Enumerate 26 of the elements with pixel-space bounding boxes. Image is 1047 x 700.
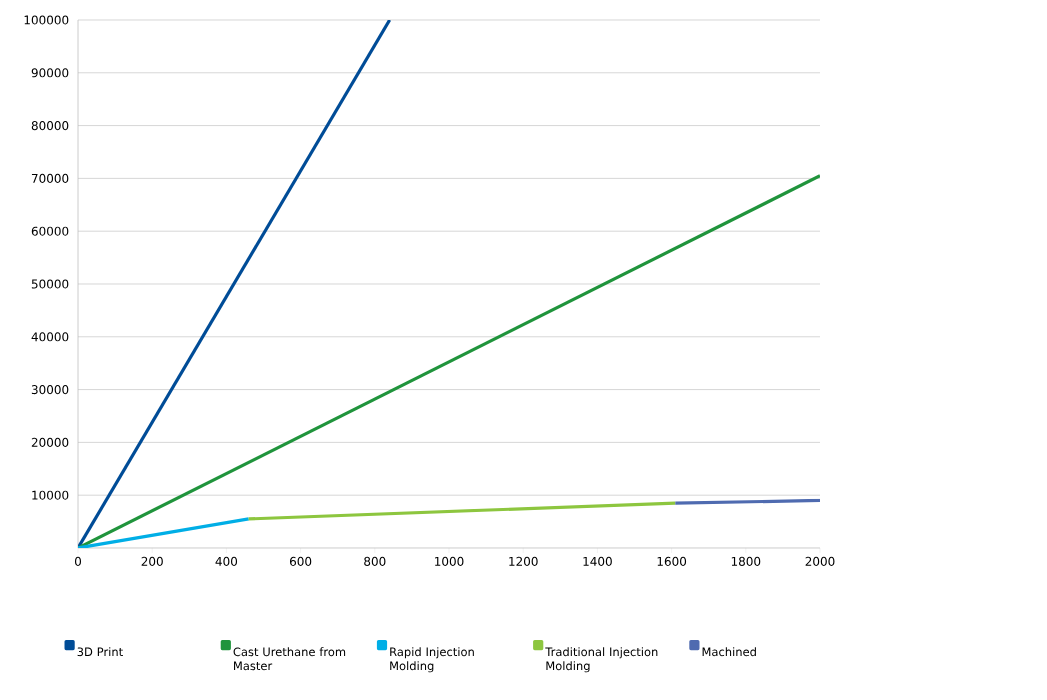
legend-label: Machined bbox=[702, 647, 756, 657]
y-tick-label: 30000 bbox=[31, 385, 69, 395]
x-tick-label: 2000 bbox=[805, 556, 835, 566]
x-tick-label: 600 bbox=[289, 556, 312, 566]
x-tick-label: 400 bbox=[215, 556, 238, 566]
y-tick-label: 70000 bbox=[31, 173, 69, 183]
x-tick-label: 1600 bbox=[657, 556, 687, 566]
legend-label: 3D Print bbox=[77, 647, 123, 657]
y-tick-label: 60000 bbox=[31, 226, 69, 236]
x-tick-label: 200 bbox=[141, 556, 163, 566]
y-tick-label: 90000 bbox=[31, 68, 69, 78]
y-tick-label: 100000 bbox=[24, 15, 69, 25]
legend-label: Cast Urethane from Master bbox=[233, 647, 346, 671]
x-tick-label: 1000 bbox=[435, 556, 464, 566]
y-tick-label: 50000 bbox=[31, 279, 69, 289]
x-tick-label: 1200 bbox=[509, 556, 538, 566]
x-tick-label: 1400 bbox=[583, 556, 612, 566]
y-tick-label: 40000 bbox=[31, 332, 69, 342]
y-tick-label: 20000 bbox=[31, 437, 69, 447]
x-tick-label: 800 bbox=[364, 556, 386, 566]
legend-label: Traditional Injection Molding bbox=[545, 647, 658, 673]
x-tick-label: 0 bbox=[74, 556, 82, 566]
x-tick-label: 1800 bbox=[731, 556, 761, 566]
y-tick-label: 80000 bbox=[31, 121, 69, 131]
y-tick-label: 10000 bbox=[32, 490, 69, 500]
legend-label: Rapid Injection Molding bbox=[390, 647, 474, 673]
